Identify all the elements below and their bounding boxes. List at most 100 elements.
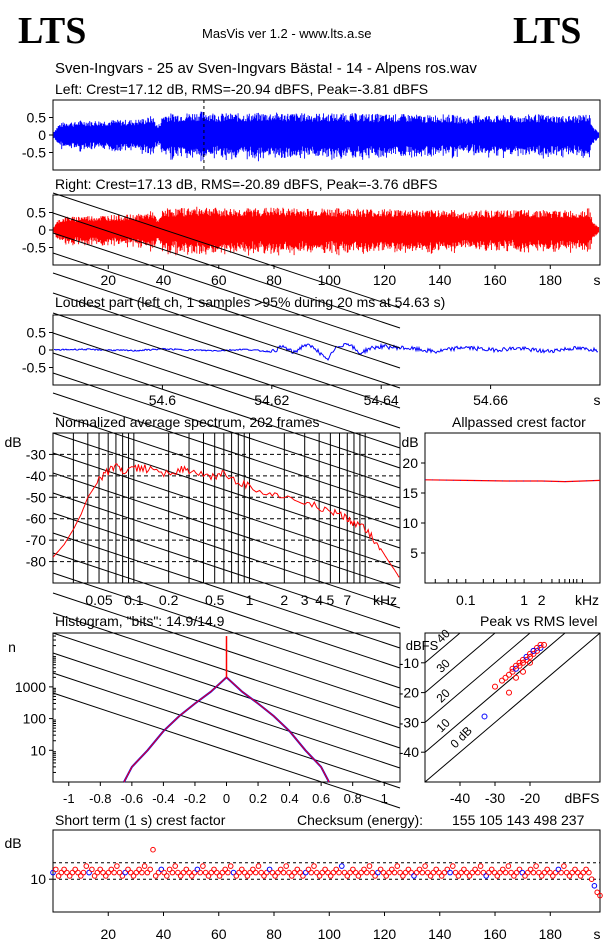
short-crest-xtick-label: 140 [428, 926, 452, 942]
right-waveform-ytick-label: 0.5 [27, 205, 47, 221]
short-crest-point [480, 869, 487, 876]
short-crest-point [169, 869, 176, 876]
spectrum-slope-line [52, 392, 401, 509]
short-crest-xtick-label: 100 [318, 926, 342, 942]
histogram-xtick-label: -1 [63, 791, 75, 806]
peak-rms-point [481, 713, 488, 720]
short-crest-point [436, 869, 442, 876]
short-crest-point [166, 866, 173, 873]
short-crest-point [572, 866, 578, 873]
short-crest-point [580, 869, 587, 876]
loudest-x-unit: s [594, 392, 601, 408]
short-crest-point [402, 869, 409, 876]
checksum-value: 155 105 143 498 237 [452, 812, 585, 828]
peak-rms-point [513, 662, 519, 669]
short-crest-point [466, 873, 473, 879]
short-crest-point [202, 869, 209, 876]
short-crest-point [116, 869, 123, 876]
peak-rms-point [520, 656, 526, 663]
short-crest-point [588, 876, 595, 883]
short-crest-point [244, 873, 251, 879]
histogram-xtick-label: -0.6 [121, 791, 143, 806]
peak-rms-point [534, 644, 540, 651]
short-crest-point [597, 892, 603, 899]
spectrum-slope-line [52, 312, 401, 429]
short-crest-point [280, 869, 287, 876]
short-crest-point [239, 866, 245, 873]
short-crest-point [83, 863, 90, 869]
short-crest-point [488, 866, 495, 873]
short-crest-point [486, 869, 492, 876]
spectrum-slope-line [52, 532, 401, 649]
short-crest-point [75, 869, 81, 876]
short-crest-point [155, 869, 162, 876]
short-crest-point [308, 869, 315, 876]
short-crest-point [277, 866, 284, 873]
spectrum-slope-line [52, 192, 401, 309]
short-crest-point [527, 866, 534, 873]
short-crest-point [72, 866, 78, 873]
peak-rms-x-unit: dBFS [564, 790, 599, 806]
peak-rms-xtick-label: -30 [485, 790, 505, 806]
spectrum-slope-line [52, 652, 401, 769]
short-crest-point [364, 869, 370, 876]
short-crest-point [352, 869, 359, 876]
short-crest-point [330, 869, 337, 876]
spectrum-xtick-label: 5 [326, 592, 334, 608]
allpassed-x-unit: kHz [575, 592, 599, 608]
short-crest-point [475, 869, 481, 876]
short-crest-point [66, 873, 73, 879]
short-crest-point [272, 873, 278, 879]
peak-rms-xtick-label: -20 [520, 790, 540, 806]
short-crest-point [333, 866, 340, 873]
short-crest-point [161, 869, 167, 876]
short-crest-point [91, 873, 98, 879]
short-crest-point [394, 863, 401, 869]
short-crest-point [236, 869, 242, 876]
right-waveform-signal [53, 206, 600, 256]
peak-vs-rms-title: Peak vs RMS level [480, 613, 598, 629]
short-crest-point [547, 869, 553, 876]
right-waveform-xtick-label: 140 [428, 272, 452, 288]
spectrum-slope-line [52, 412, 401, 529]
short-crest-frame [52, 829, 601, 913]
peak-rms-point [523, 653, 530, 660]
short-crest-point [383, 873, 390, 879]
spectrum-ytick-label: -30 [26, 446, 46, 462]
peak-rms-point [520, 659, 526, 666]
peak-rms-diagonal-label: 30 [433, 656, 453, 676]
short-crest-xtick-label: 20 [100, 926, 116, 942]
short-crest-point [522, 873, 528, 879]
short-crest-point [158, 866, 165, 873]
short-crest-point [347, 869, 353, 876]
peak-rms-diagonal [424, 632, 531, 723]
short-crest-point [411, 873, 417, 879]
peak-rms-point [506, 671, 512, 678]
peak-rms-point [520, 668, 526, 675]
short-crest-point [319, 869, 326, 876]
spectrum-slope-line [52, 372, 401, 489]
spectrum-ytick-label: -80 [26, 554, 46, 570]
loudest-xtick-label: 54.66 [473, 392, 508, 408]
short-crest-point [200, 863, 206, 869]
short-crest-point [205, 873, 212, 879]
histogram-xtick-label: 0.6 [312, 791, 330, 806]
short-crest-point [261, 873, 267, 879]
short-crest-point [450, 863, 456, 869]
left-channel-title: Left: Crest=17.12 dB, RMS=-20.94 dBFS, P… [55, 81, 429, 97]
short-crest-ytick-label: 10 [30, 871, 46, 887]
peak-rms-xtick-label: -40 [450, 790, 470, 806]
short-crest-point [341, 869, 348, 876]
spectrum-slope-line [52, 692, 401, 809]
short-crest-point [483, 873, 490, 879]
short-crest-point [305, 866, 312, 873]
short-crest-point [530, 869, 537, 876]
short-crest-point [516, 866, 523, 873]
peak-rms-point [506, 689, 512, 696]
short-crest-point [555, 866, 562, 873]
spectrum-x-unit: kHz [373, 592, 397, 608]
histogram-xtick-label: 1 [381, 791, 388, 806]
short-crest-xtick-label: 80 [266, 926, 282, 942]
short-crest-point [183, 866, 190, 873]
